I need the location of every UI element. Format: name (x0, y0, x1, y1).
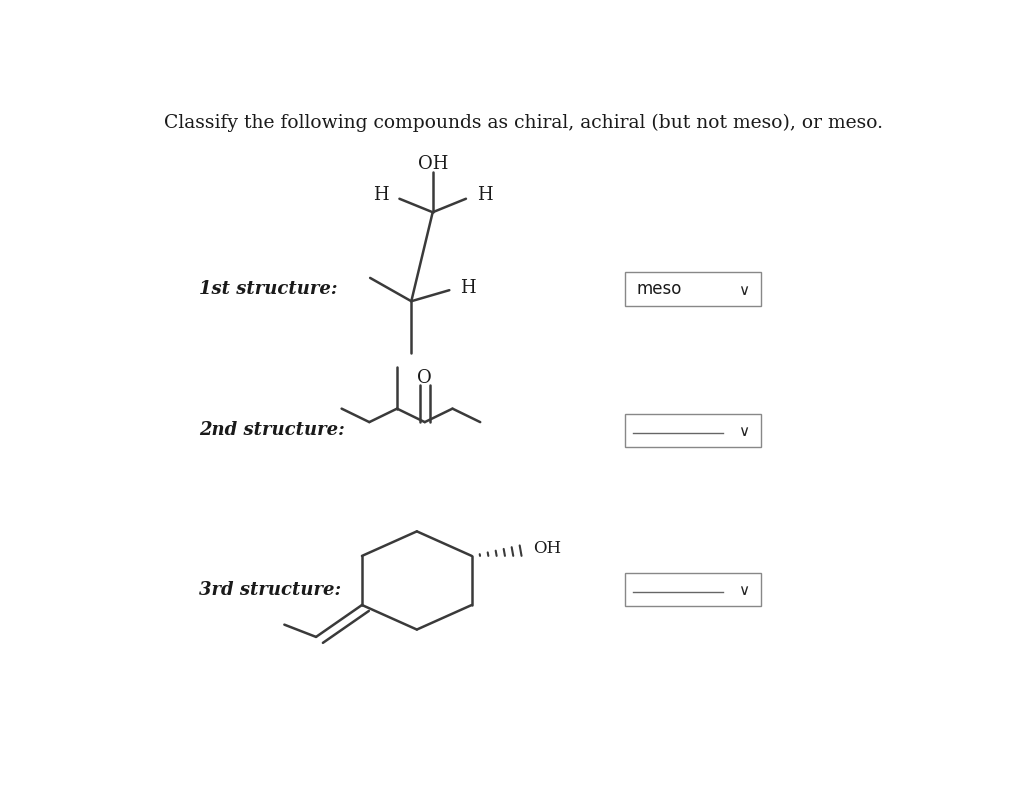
FancyBboxPatch shape (625, 414, 761, 446)
Text: meso: meso (637, 280, 682, 298)
Text: H: H (460, 279, 476, 296)
FancyBboxPatch shape (625, 273, 761, 305)
Text: H: H (477, 186, 493, 204)
Text: 3rd structure:: 3rd structure: (199, 581, 341, 599)
Text: O: O (417, 369, 432, 387)
Text: ∨: ∨ (739, 583, 749, 599)
Text: OH: OH (418, 155, 448, 173)
Text: ∨: ∨ (739, 424, 749, 439)
Text: 1st structure:: 1st structure: (199, 280, 337, 298)
Text: 2nd structure:: 2nd structure: (199, 421, 344, 439)
Text: H: H (373, 186, 388, 204)
Text: ∨: ∨ (739, 283, 749, 298)
FancyBboxPatch shape (625, 573, 761, 607)
Text: OH: OH (533, 540, 562, 557)
Text: Classify the following compounds as chiral, achiral (but not meso), or meso.: Classify the following compounds as chir… (165, 114, 883, 132)
